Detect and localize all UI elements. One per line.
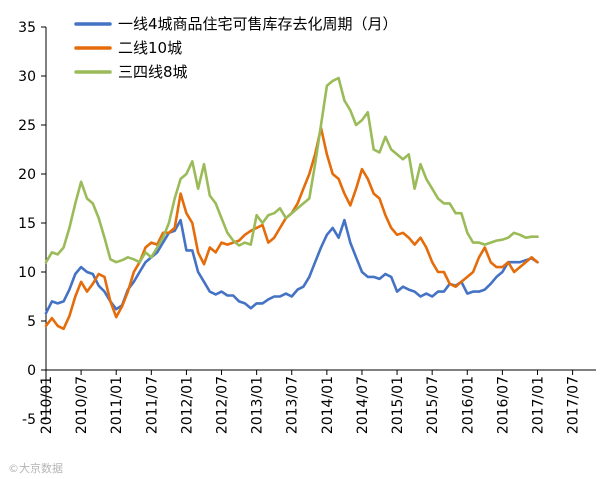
x-tick-label: 2017/01 [530,376,546,434]
legend-label-2: 二线10城 [118,39,182,57]
watermark-text: ©大京数据 [8,461,63,475]
x-tick-label: 2010/01 [39,376,55,434]
x-tick-label: 2014/07 [355,376,371,434]
y-tick-label: 5 [27,314,36,330]
x-tick-label: 2012/01 [179,376,195,434]
series-line-3 [44,76,539,264]
y-tick-label: 0 [27,363,36,379]
x-tick-label: 2011/07 [144,376,160,434]
x-tick-label: 2014/01 [320,376,336,434]
y-tick-label: -5 [22,412,36,428]
x-tick-label: 2016/01 [460,376,476,434]
x-tick-label: 2010/07 [74,376,90,434]
y-tick-label: 25 [18,118,36,134]
x-tick-label: 2016/07 [495,376,511,434]
x-tick-label: 2015/01 [390,376,406,434]
x-tick-label: 2017/07 [566,376,582,434]
legend-label-1: 一线4城商品住宅可售库存去化周期（月） [118,15,398,33]
x-tick-label: 2013/01 [250,376,266,434]
y-tick-label: 15 [18,216,36,232]
y-tick-label: 10 [18,265,36,281]
x-tick-label: 2015/07 [425,376,441,434]
x-tick-label: 2011/01 [109,376,125,434]
series-line-1 [44,218,539,315]
y-tick-label: 20 [18,167,36,183]
y-axis: -5 0 5 10 15 20 25 30 35 [18,20,47,428]
x-axis: 2010/01 2010/07 2011/01 2011/07 2012/01 2012/… [39,369,596,434]
y-tick-label: 30 [18,69,36,85]
series-line-2 [44,126,539,331]
y-tick-label: 35 [18,20,36,36]
x-tick-label: 2013/07 [285,376,301,434]
series-lines [44,76,539,331]
legend-label-3: 三四线8城 [118,63,188,81]
x-tick-label: 2012/07 [215,376,231,434]
